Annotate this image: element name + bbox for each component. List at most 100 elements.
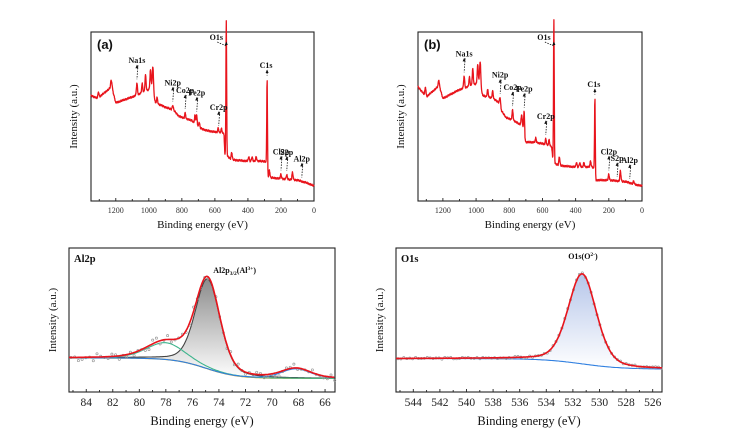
annotation-arrowhead bbox=[498, 79, 502, 83]
x-tick-label: 80 bbox=[134, 397, 146, 409]
peak-annotation: C1s bbox=[260, 61, 273, 70]
raw-data-point bbox=[255, 370, 259, 374]
peak-annotation: Fe2p bbox=[188, 88, 205, 97]
raw-data-point bbox=[166, 334, 170, 338]
annotation-arrow-line bbox=[629, 164, 632, 179]
raw-data-point bbox=[117, 357, 121, 361]
raw-data-point bbox=[91, 359, 95, 363]
x-axis-label: Binding energy (eV) bbox=[485, 219, 576, 231]
raw-data-point bbox=[169, 340, 173, 344]
survey-panel-b: 1200 1000 800 600 400 200 0 Binding energy (eV)… bbox=[395, 19, 644, 231]
annotation-part: 2- bbox=[590, 252, 595, 258]
peak-annotation: Ni2p bbox=[492, 71, 509, 80]
x-axis-label: Binding energy (eV) bbox=[477, 414, 580, 428]
raw-data-point bbox=[333, 378, 337, 382]
x-tick-label: 526 bbox=[644, 397, 662, 409]
annotation-arrowhead bbox=[279, 155, 283, 160]
peak-annotation: Fe2p bbox=[516, 85, 533, 94]
plot-frame bbox=[395, 247, 663, 393]
survey-spectrum-line bbox=[90, 20, 315, 187]
annotation-arrowhead bbox=[171, 86, 175, 91]
x-tick-label: 542 bbox=[431, 397, 449, 409]
y-axis-label: Intensity (a.u.) bbox=[395, 84, 407, 149]
annotation-arrowhead bbox=[195, 96, 199, 101]
peak-annotation: Al2p bbox=[294, 154, 311, 163]
peak-annotation: Al2p bbox=[621, 156, 638, 165]
hr-panel-al2p: 84 82 80 78 76 74 72 70 68 66 Binding energy (eV) I… bbox=[47, 247, 337, 428]
annotation-arrow-line bbox=[280, 156, 283, 171]
x-tick-label: 400 bbox=[570, 206, 582, 215]
annotation-arrow-line bbox=[301, 163, 304, 178]
x-tick-label: 544 bbox=[405, 397, 423, 409]
component-fill bbox=[396, 273, 662, 369]
x-tick-label: 1000 bbox=[141, 206, 157, 215]
y-axis-label: Intensity (a.u.) bbox=[47, 287, 59, 352]
annotation-part: O1s(O bbox=[568, 252, 590, 261]
annotation-part: ) bbox=[253, 266, 256, 275]
peak-annotation: Cl2p bbox=[273, 147, 290, 156]
x-tick-label: 800 bbox=[176, 206, 188, 215]
raw-data-point bbox=[147, 348, 151, 351]
raw-data-point bbox=[292, 362, 296, 366]
panel-label: (a) bbox=[97, 37, 113, 52]
annotation-arrow-line bbox=[608, 156, 611, 171]
raw-data-point bbox=[266, 375, 270, 379]
x-axis-label: Binding energy (eV) bbox=[150, 414, 253, 428]
peak-annotation: Cl2p bbox=[601, 147, 618, 156]
annotation-arrow-line bbox=[218, 111, 221, 126]
annotation-arrowhead bbox=[217, 111, 221, 115]
raw-data-point bbox=[143, 348, 147, 352]
y-axis-label: Intensity (a.u.) bbox=[374, 287, 386, 352]
annotation-part: Al2p bbox=[213, 266, 230, 275]
peak-annotation: Cr2p bbox=[210, 103, 228, 112]
peak-annotation: Cr2p bbox=[537, 112, 555, 121]
peak-annotation: S2p bbox=[611, 154, 624, 163]
annotation-arrow-line bbox=[196, 97, 199, 112]
annotation-arrowhead bbox=[285, 156, 289, 160]
raw-data-point bbox=[262, 376, 266, 380]
annotation-arrowhead bbox=[544, 120, 548, 124]
raw-data-point bbox=[151, 338, 155, 342]
x-tick-label: 528 bbox=[617, 397, 635, 409]
annotation-arrow-line bbox=[616, 162, 619, 177]
fit-envelope-line bbox=[396, 272, 662, 369]
plot-frame bbox=[90, 31, 315, 202]
raw-data-point bbox=[158, 342, 162, 346]
annotation-arrowhead bbox=[183, 94, 187, 98]
raw-data-point bbox=[329, 373, 333, 377]
x-tick-label: 530 bbox=[591, 397, 609, 409]
annotation-arrow-line bbox=[499, 79, 502, 94]
x-tick-label: 600 bbox=[536, 206, 548, 215]
peak-annotation: C1s bbox=[587, 80, 600, 89]
x-tick-label: 0 bbox=[640, 206, 644, 215]
x-tick-label: 1200 bbox=[108, 206, 124, 215]
x-tick-label: 200 bbox=[603, 206, 615, 215]
x-tick-label: 540 bbox=[458, 397, 476, 409]
raw-data-point bbox=[125, 355, 129, 359]
peak-annotation: O1s(O2-) bbox=[568, 252, 598, 261]
x-tick-label: 534 bbox=[538, 397, 556, 409]
annotation-arrow-line bbox=[184, 94, 187, 110]
peak-annotation: Al2p3/2(Al3+) bbox=[213, 266, 256, 277]
annotation-arrowhead bbox=[552, 41, 556, 45]
annotation-arrow-line bbox=[463, 58, 466, 73]
annotation-arrow-line bbox=[523, 93, 526, 108]
panel-label: O1s bbox=[401, 254, 419, 265]
annotation-arrowhead bbox=[607, 155, 611, 160]
fit-envelope-line bbox=[69, 275, 335, 379]
x-tick-label: 68 bbox=[293, 397, 305, 409]
annotation-arrow-line bbox=[136, 65, 139, 80]
raw-data-point bbox=[273, 375, 277, 378]
annotation-arrow-line bbox=[545, 120, 548, 135]
annotation-arrow-line bbox=[217, 41, 227, 47]
raw-data-point bbox=[76, 359, 80, 363]
annotation-arrowhead bbox=[135, 64, 139, 69]
raw-data-point bbox=[322, 376, 326, 380]
peak-annotation: Co2p bbox=[176, 86, 195, 95]
plot-frame bbox=[417, 31, 643, 202]
x-tick-label: 78 bbox=[160, 397, 172, 409]
raw-data-point bbox=[277, 374, 281, 378]
y-axis-label: Intensity (a.u.) bbox=[68, 84, 80, 149]
raw-data-point bbox=[95, 352, 99, 356]
